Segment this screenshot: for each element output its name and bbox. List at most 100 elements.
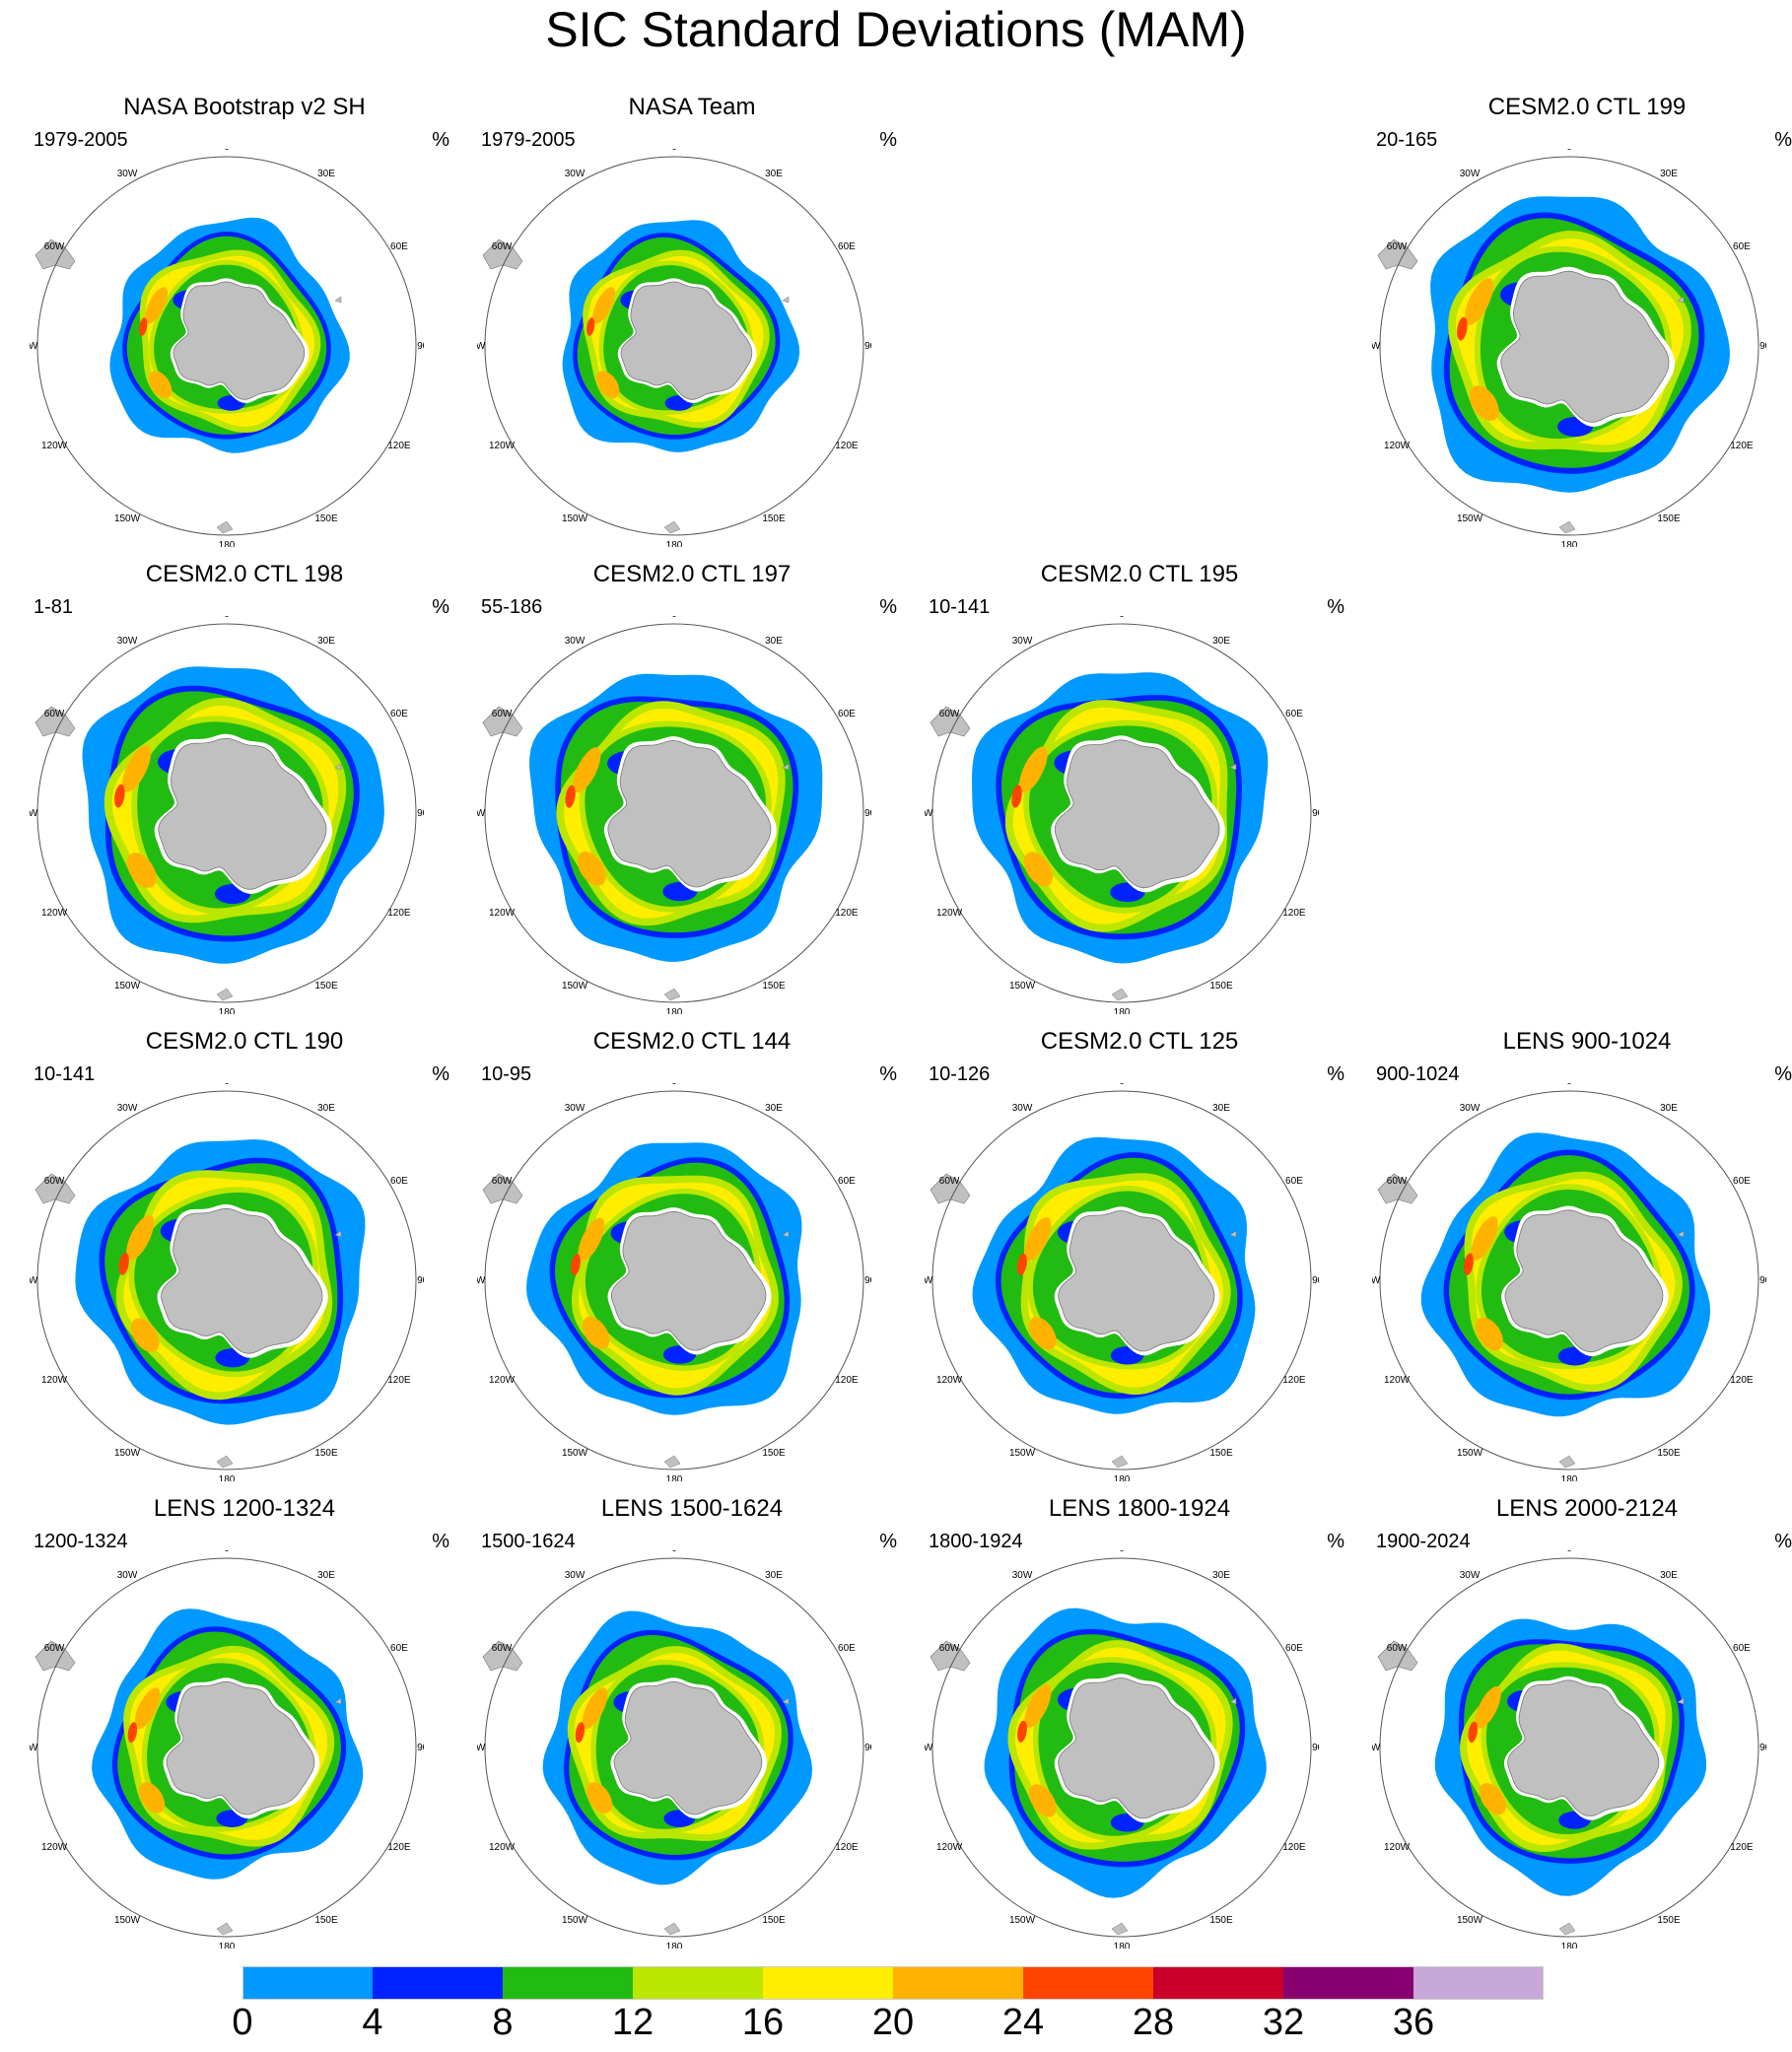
panel-years: 55-186 xyxy=(481,596,543,618)
south-america-tip xyxy=(482,1640,523,1672)
ice-hotspot xyxy=(1024,1683,1052,1729)
longitude-label: 150W xyxy=(1009,981,1036,992)
longitude-label: 30E xyxy=(317,1103,335,1114)
ice-hotspot xyxy=(1028,1784,1057,1817)
map-panel: CESM2.0 CTL 144 10-95% 0 30E 60E 90E 120E 150E 1… xyxy=(477,1028,907,1481)
colorbar-swatch xyxy=(503,1966,633,2000)
ice-hotspot xyxy=(1468,1721,1478,1744)
antarctica-land xyxy=(1504,1209,1664,1353)
map-panel: CESM2.0 CTL 125 10-126% 0 30E 60E 90E 120E 150E… xyxy=(925,1028,1354,1481)
ice-hotspot xyxy=(592,287,616,324)
ice-hotspot xyxy=(1017,1720,1027,1743)
panel-title: CESM2.0 CTL 197 xyxy=(592,561,792,587)
kerguelen-island xyxy=(1229,763,1237,771)
panel-years: 20-165 xyxy=(1376,129,1438,151)
longitude-label: 90W xyxy=(1372,341,1381,352)
ice-hotspot xyxy=(145,287,169,324)
longitude-label: 30E xyxy=(1660,169,1678,179)
longitude-label: 120W xyxy=(936,1842,963,1853)
map-panel: NASA Bootstrap v2 SH 1979-2005% 0 30E 60E 90E… xyxy=(30,94,459,547)
map-boundary xyxy=(931,623,1312,1003)
colorbar-tick-label: 28 xyxy=(1132,2002,1175,2043)
longitude-label: 120E xyxy=(835,441,859,451)
map-panel: NASA Team 1979-2005% 0 30E 60E 90E 120E 150E 180… xyxy=(477,94,907,547)
longitude-label: 120W xyxy=(936,1375,963,1386)
panel-title: LENS 1800-1924 xyxy=(1048,1495,1231,1522)
colorbar-tick-label: 0 xyxy=(232,2002,253,2043)
new-zealand-fragment xyxy=(663,520,681,534)
panel-title: CESM2.0 CTL 199 xyxy=(1487,94,1687,120)
ice-hotspot xyxy=(578,1217,605,1262)
new-zealand-fragment xyxy=(663,988,681,1001)
ice-hotspot xyxy=(1471,1216,1498,1261)
south-america-tip xyxy=(930,1173,971,1204)
ice-hotspot xyxy=(1464,278,1494,325)
map-panel: LENS 1800-1924 1800-1924% 0 30E 60E 90E 120E 15… xyxy=(925,1495,1354,1949)
longitude-label: 60E xyxy=(838,241,856,252)
ice-hotspot xyxy=(139,317,148,336)
longitude-label: 180 xyxy=(1561,1942,1578,1949)
south-america-tip xyxy=(34,1173,76,1204)
panel-units: % xyxy=(1327,1063,1344,1085)
polar-map: 0 30E 60E 90E 120E 150E 180 150W 120W 90W 60W 30W xyxy=(477,149,871,547)
longitude-label: 30W xyxy=(117,1103,138,1114)
longitude-label: 60E xyxy=(1733,241,1751,252)
longitude-label: 120E xyxy=(835,908,859,919)
antarctica-land xyxy=(1054,739,1220,889)
longitude-label: 120E xyxy=(387,1375,411,1386)
new-zealand-fragment xyxy=(216,520,234,534)
longitude-label: 30W xyxy=(117,169,138,179)
longitude-label: 60E xyxy=(838,1643,856,1654)
longitude-label: 60W xyxy=(1387,1643,1408,1654)
longitude-label: 0 xyxy=(1566,1550,1572,1554)
kerguelen-island xyxy=(334,296,342,304)
antarctica-land xyxy=(620,281,753,400)
longitude-label: 120E xyxy=(387,441,411,451)
longitude-label: 60E xyxy=(390,1643,408,1654)
longitude-label: 60E xyxy=(390,1176,408,1187)
south-america-tip xyxy=(34,706,76,737)
panel-units: % xyxy=(879,596,897,618)
colorbar-swatch xyxy=(242,1966,373,2000)
south-america-tip xyxy=(482,239,523,270)
longitude-label: 60E xyxy=(838,709,856,719)
panel-title: CESM2.0 CTL 125 xyxy=(1040,1028,1239,1055)
ice-hotspot xyxy=(573,747,601,793)
map-boundary xyxy=(484,623,864,1003)
panel-title: LENS 1500-1624 xyxy=(600,1495,784,1522)
colorbar-tick-label: 24 xyxy=(1001,2002,1045,2043)
map-boundary xyxy=(36,623,417,1003)
panel-years: 10-141 xyxy=(34,1063,96,1085)
panel-years: 10-141 xyxy=(929,596,991,618)
map-panel: LENS 1200-1324 1200-1324% 0 30E 60E 90E 120E 15… xyxy=(30,1495,459,1949)
longitude-label: 120W xyxy=(489,908,516,919)
panel-title: LENS 900-1024 xyxy=(1502,1028,1672,1055)
longitude-label: 90W xyxy=(1372,1743,1381,1753)
longitude-label: 30W xyxy=(565,1103,586,1114)
colorbar-swatch xyxy=(633,1966,763,2000)
new-zealand-fragment xyxy=(1111,1455,1129,1469)
kerguelen-island xyxy=(334,1230,342,1238)
ice-hotspot xyxy=(1479,1783,1506,1815)
panel-years: 900-1024 xyxy=(1376,1063,1460,1085)
longitude-label: 60W xyxy=(1387,241,1408,252)
longitude-label: 150E xyxy=(314,513,338,524)
longitude-label: 30E xyxy=(765,636,783,647)
south-america-tip xyxy=(34,1640,76,1672)
longitude-label: 30W xyxy=(565,169,586,179)
longitude-label: 120E xyxy=(1282,1842,1306,1853)
longitude-label: 60W xyxy=(492,1176,513,1187)
ice-hotspot xyxy=(571,1254,581,1275)
longitude-label: 150E xyxy=(314,1448,338,1459)
panel-units: % xyxy=(432,596,449,618)
map-boundary xyxy=(1379,1557,1759,1938)
panel-years: 1200-1324 xyxy=(34,1531,128,1552)
colorbar-frame xyxy=(242,1966,1544,2000)
longitude-label: 90W xyxy=(925,1743,933,1753)
map-boundary xyxy=(36,1090,417,1471)
longitude-label: 30W xyxy=(565,636,586,647)
longitude-label: 120E xyxy=(387,908,411,919)
map-boundary xyxy=(484,1090,864,1471)
panel-units: % xyxy=(879,1531,897,1552)
ice-hotspot xyxy=(1457,316,1468,341)
